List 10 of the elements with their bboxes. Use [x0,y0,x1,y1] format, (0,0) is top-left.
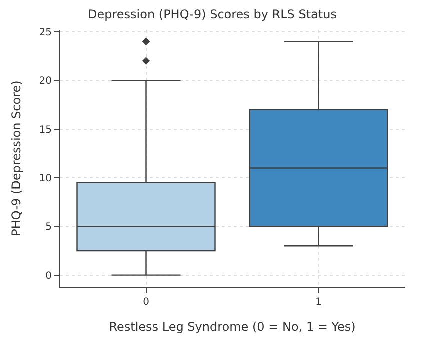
y-tick-label: 15 [39,124,52,136]
x-axis-title: Restless Leg Syndrome (0 = No, 1 = Yes) [109,320,356,334]
chart-title: Depression (PHQ-9) Scores by RLS Status [88,8,337,22]
y-tick-label: 25 [39,27,52,38]
y-tick-label: 10 [39,173,52,184]
y-tick-label: 20 [39,76,52,88]
y-tick-label: 0 [46,270,52,282]
y-tick-label: 5 [46,222,52,234]
y-axis-title: PHQ-9 (Depression Score) [10,80,24,236]
x-tick-label: 1 [316,297,322,308]
